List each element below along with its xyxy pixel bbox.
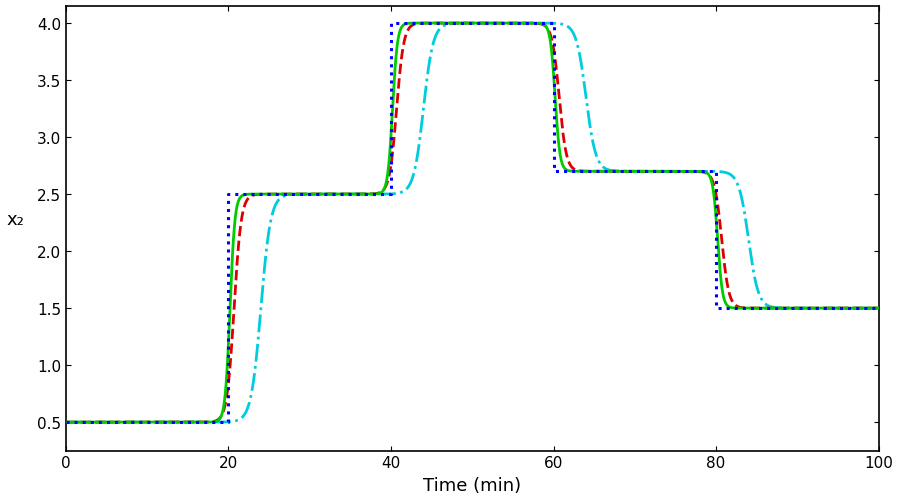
X-axis label: Time (min): Time (min) [423, 476, 521, 494]
Y-axis label: x₂: x₂ [7, 211, 25, 229]
